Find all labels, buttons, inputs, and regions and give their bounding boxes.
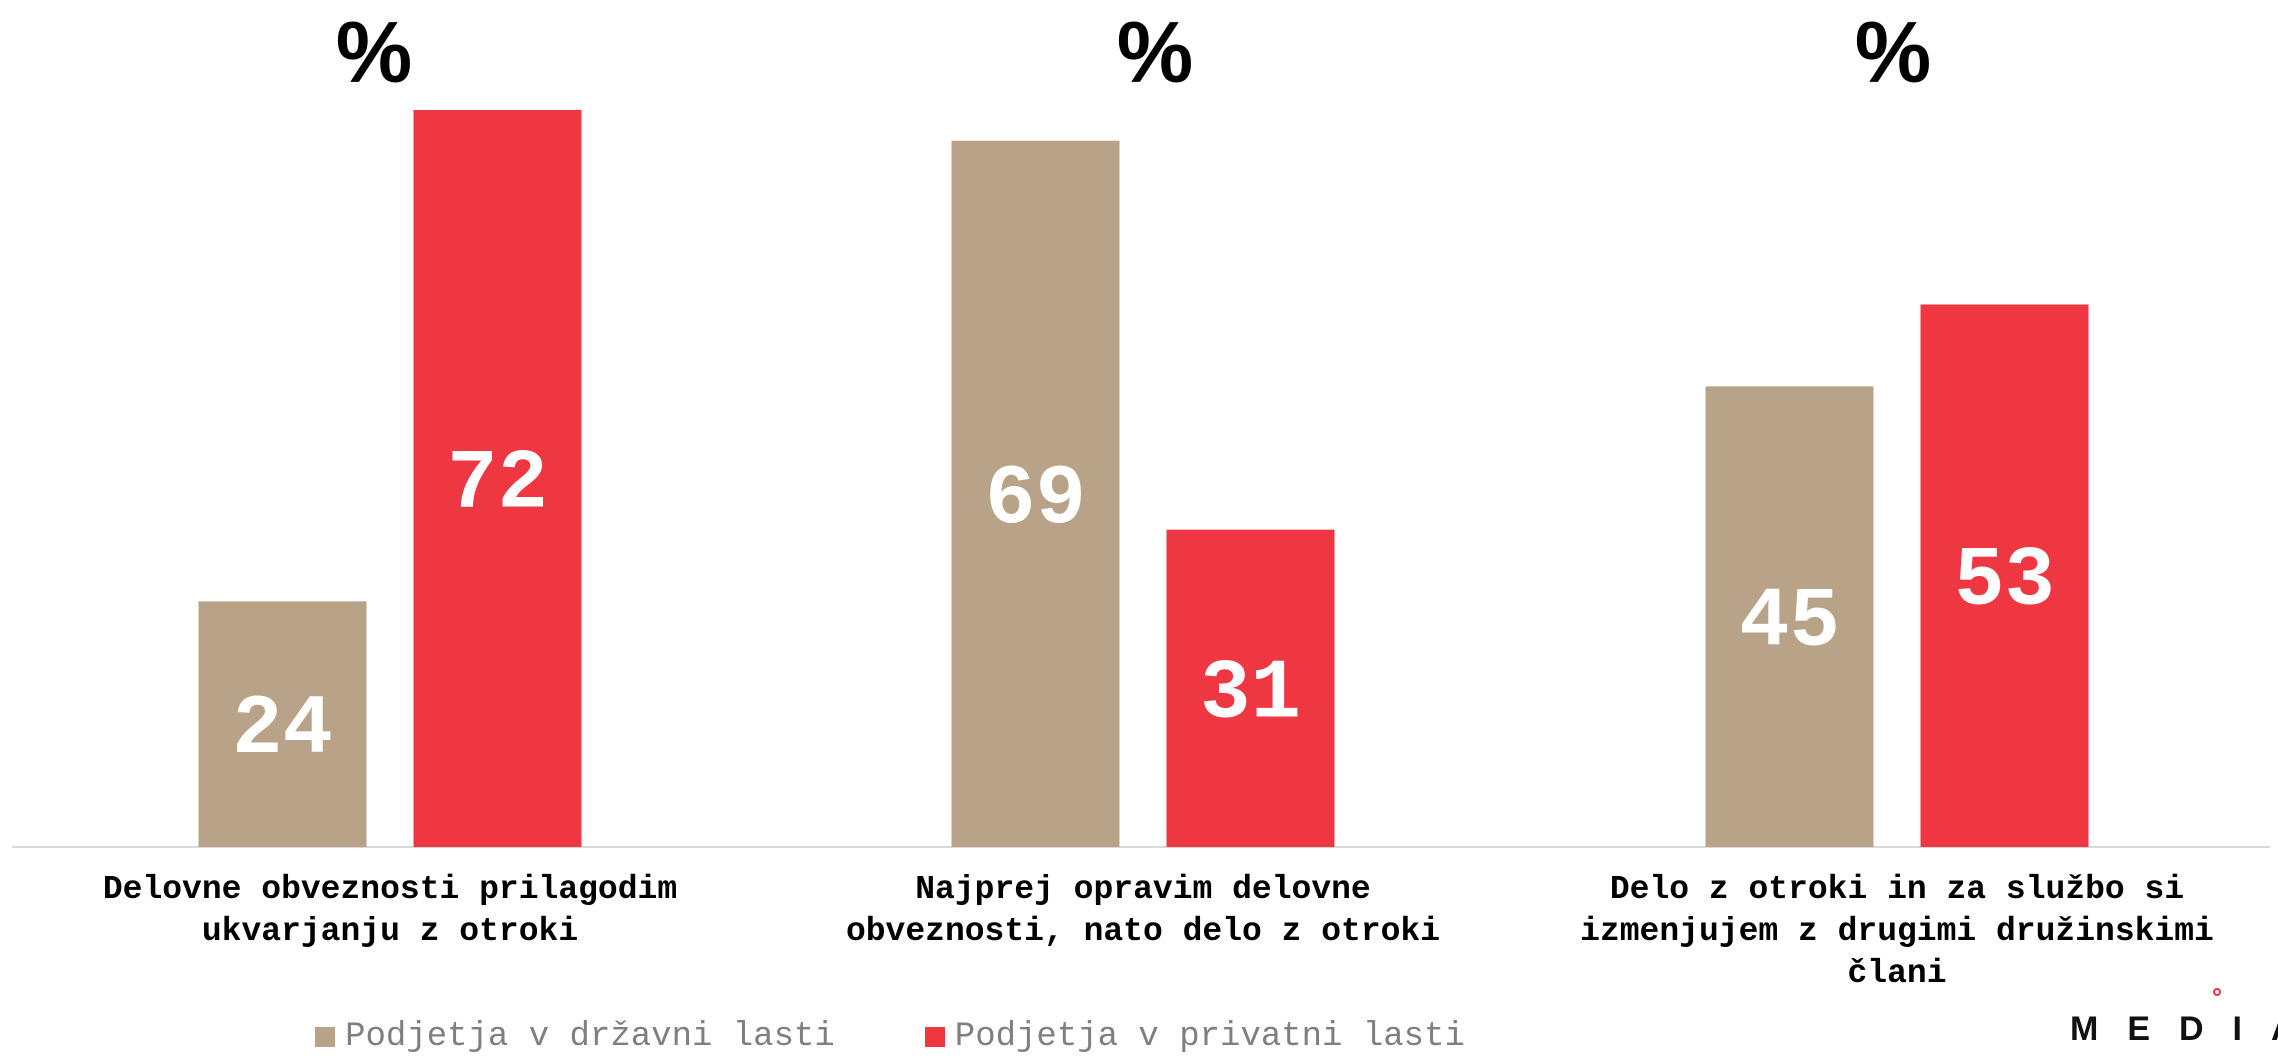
percent-unit-label: % xyxy=(1855,5,1931,101)
bar-state-owned-1 xyxy=(198,601,367,847)
legend-swatch-private xyxy=(924,1027,945,1047)
bar-private-1 xyxy=(413,110,582,847)
media-logo: MEDIA xyxy=(2070,988,2278,1050)
legend: Podjetja v državni lasti Podjetja v priv… xyxy=(0,1018,1780,1056)
percent-unit-label: % xyxy=(1117,5,1193,101)
bar-chart: % 24 72 Delovne obveznosti prilagodim ukvarj… xyxy=(12,5,2270,992)
category-label: člani xyxy=(1847,955,1946,992)
bar-private-2 xyxy=(1166,529,1335,847)
legend-item-state-owned: Podjetja v državni lasti xyxy=(315,1018,835,1056)
legend-label-private: Podjetja v privatni lasti xyxy=(954,1018,1465,1056)
percent-unit-label: % xyxy=(336,5,412,101)
category-label: izmenjujem z drugimi družinskimi xyxy=(1580,913,2214,950)
legend-item-private: Podjetja v privatni lasti xyxy=(924,1018,1465,1056)
data-label: 31 xyxy=(1200,647,1301,742)
legend-label-state-owned: Podjetja v državni lasti xyxy=(345,1018,835,1056)
data-label: 69 xyxy=(985,453,1086,548)
logo-text: MEDIA xyxy=(2070,1010,2278,1048)
data-label: 45 xyxy=(1739,576,1840,671)
data-label: 24 xyxy=(232,683,333,778)
category-label: Delovne obveznosti prilagodim xyxy=(103,871,677,908)
category-label: Delo z otroki in za službo si xyxy=(1610,871,2184,908)
data-label: 53 xyxy=(1954,535,2055,630)
bar-state-owned-2 xyxy=(951,140,1120,848)
legend-swatch-state-owned xyxy=(315,1027,336,1047)
category-label: Najprej opravim delovne xyxy=(915,871,1370,908)
data-label: 72 xyxy=(447,438,548,533)
logo-dot-icon xyxy=(2213,988,2221,996)
category-label: ukvarjanju z otroki xyxy=(202,913,578,950)
bar-state-owned-3 xyxy=(1705,386,1874,847)
bar-private-3 xyxy=(1920,304,2089,848)
category-label: obveznosti, nato delo z otroki xyxy=(846,913,1440,950)
